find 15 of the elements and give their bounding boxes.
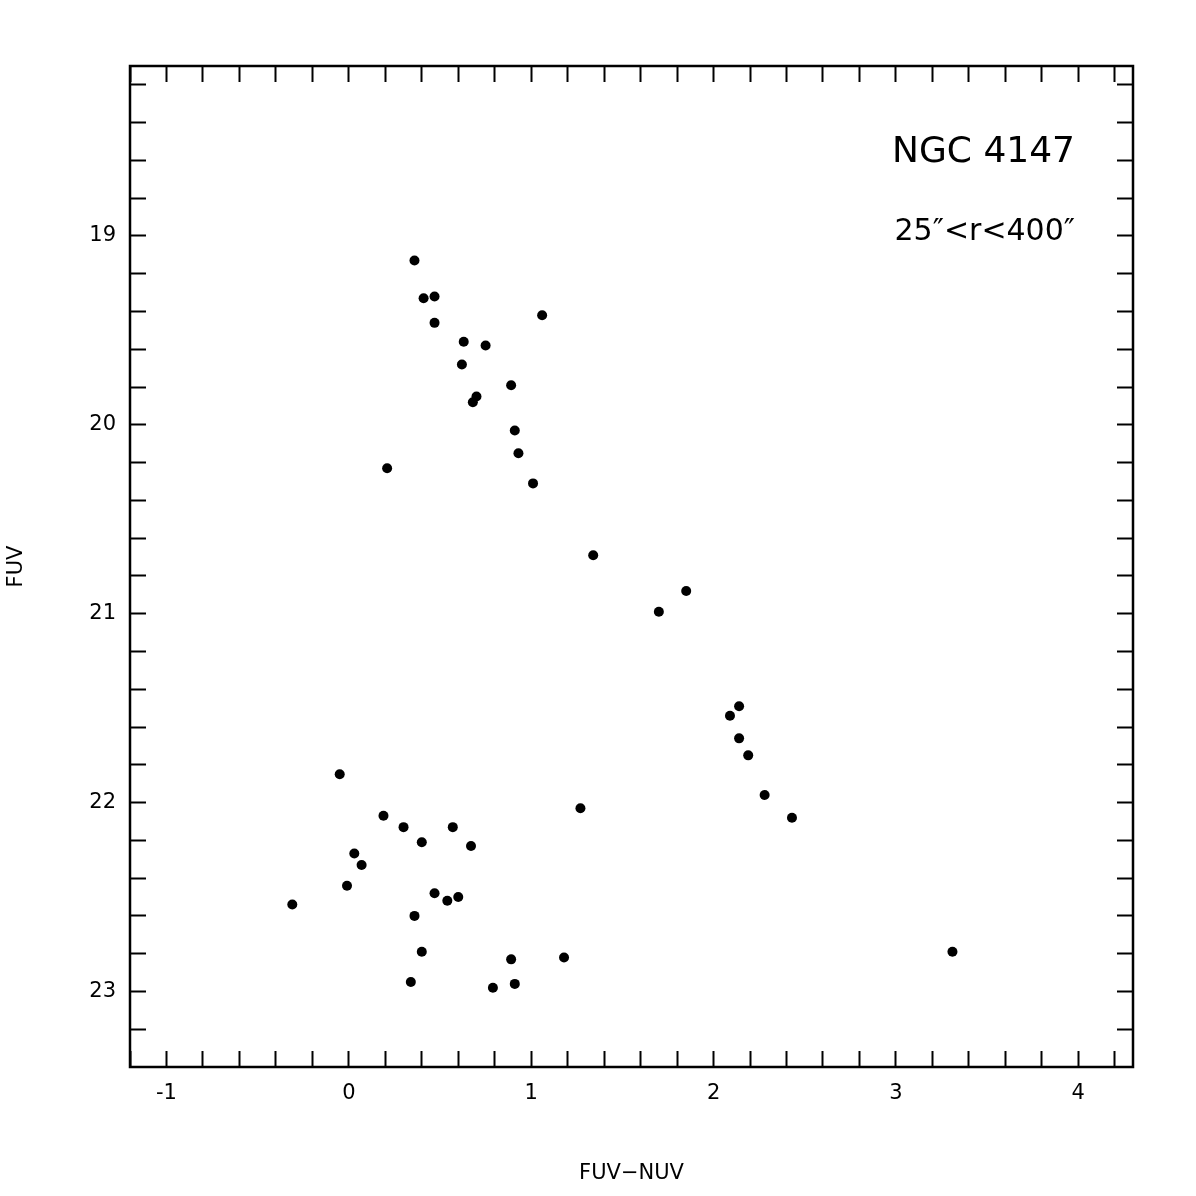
y-tick-label: 19 <box>89 222 116 247</box>
annotation: NGC 4147 <box>891 129 1075 170</box>
x-tick-label: 1 <box>524 1080 538 1105</box>
y-tick-label: 22 <box>89 789 116 814</box>
x-tick-label: 4 <box>1071 1080 1085 1105</box>
x-tick-label: 0 <box>342 1080 356 1105</box>
y-axis-title: FUV <box>3 544 28 588</box>
y-tick-label: 21 <box>89 600 116 625</box>
annotation: 25″<r<400″ <box>894 212 1075 247</box>
x-tick-label: 3 <box>889 1080 903 1105</box>
x-tick-label: -1 <box>156 1080 177 1105</box>
y-tick-label: 20 <box>89 411 116 436</box>
x-axis-title: FUV−NUV <box>579 1159 685 1184</box>
x-tick-label: 2 <box>706 1080 721 1105</box>
y-tick-label: 23 <box>89 977 116 1002</box>
